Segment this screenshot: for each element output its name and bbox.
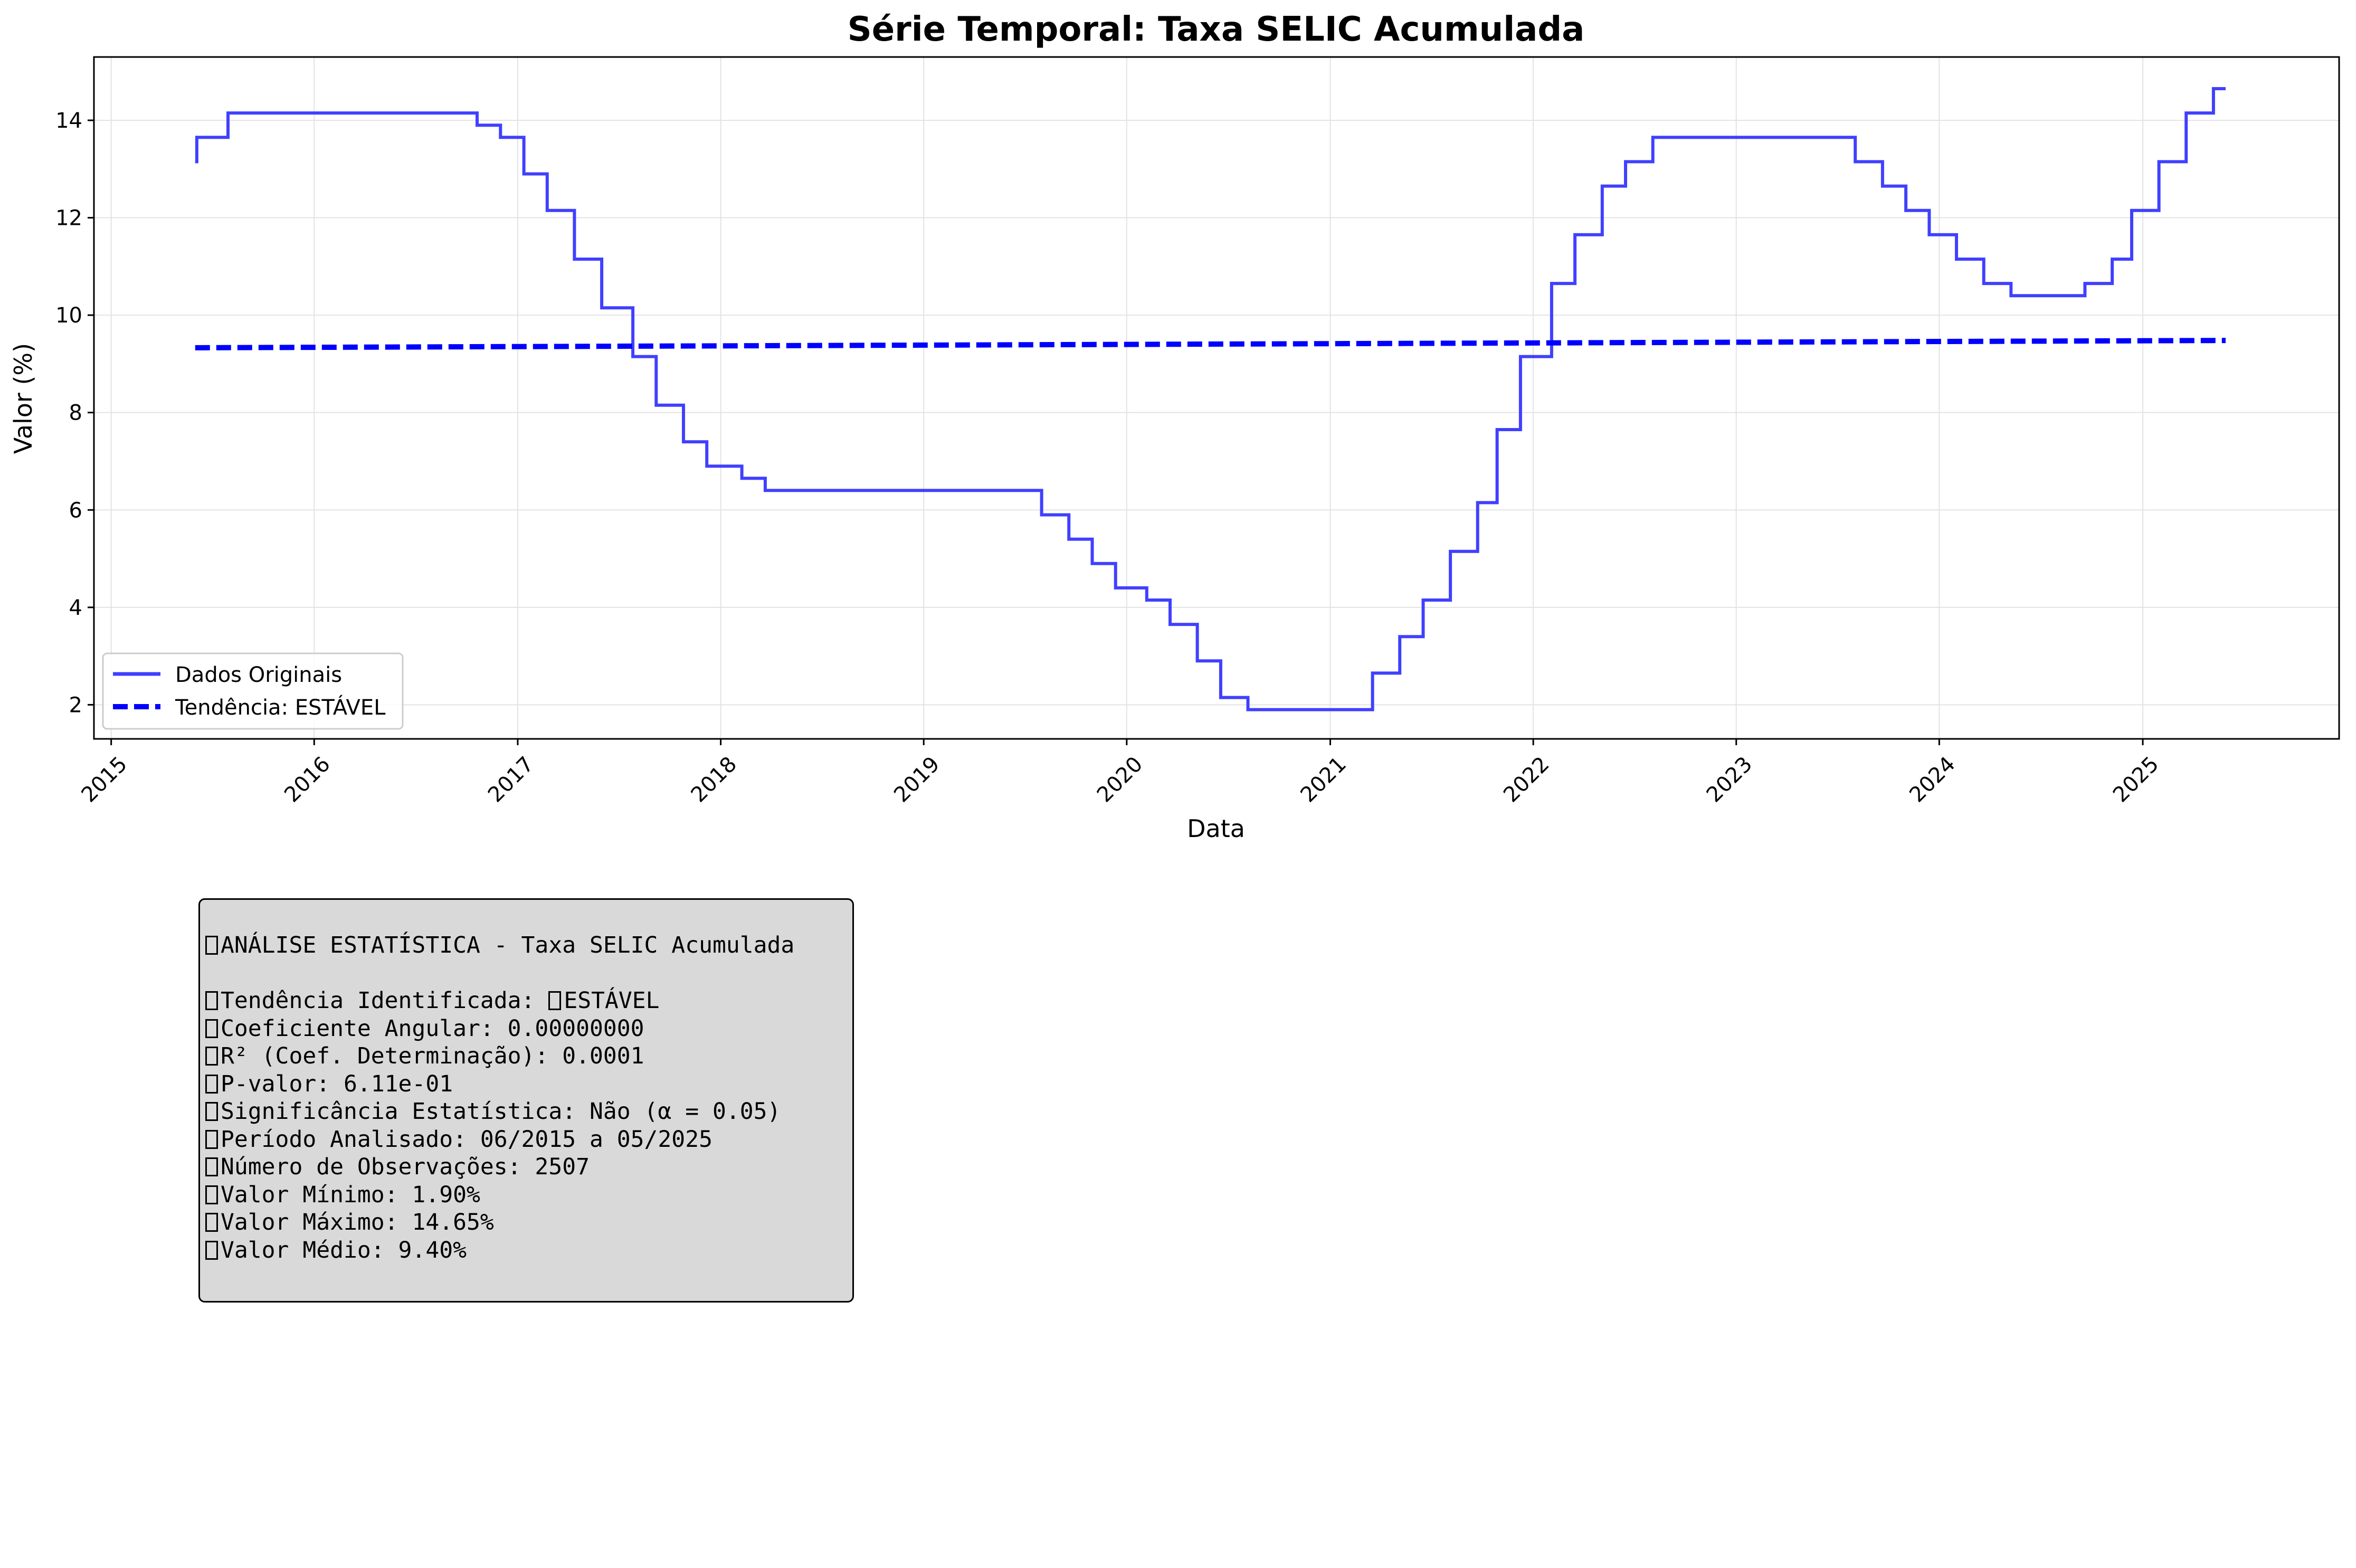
x-tick-label: 2015 (77, 752, 132, 807)
x-tick-label: 2024 (1905, 752, 1960, 807)
series-line-trend (195, 338, 2226, 350)
bullet-emoji-icon (205, 1047, 218, 1066)
statistics-line-value: ESTÁVEL (564, 987, 660, 1014)
y-tick-label: 14 (55, 109, 82, 133)
x-tick-label: 2016 (280, 752, 335, 807)
statistics-line: Valor Mínimo: 1.90% (205, 1181, 852, 1209)
bullet-emoji-icon (205, 1102, 218, 1121)
statistics-panel: ANÁLISE ESTATÍSTICA - Taxa SELIC Acumula… (198, 898, 854, 1303)
statistics-line-text: Número de Observações: 2507 (221, 1154, 590, 1180)
statistics-title-line: ANÁLISE ESTATÍSTICA - Taxa SELIC Acumula… (205, 932, 852, 959)
trend-emoji-icon (548, 991, 562, 1010)
statistics-line-text: Período Analisado: 06/2015 a 05/2025 (221, 1126, 712, 1153)
legend-frame (102, 652, 404, 730)
statistics-line-text: P-valor: 6.11e-01 (221, 1070, 453, 1097)
x-tick-label: 2022 (1499, 752, 1554, 807)
bullet-emoji-icon (205, 1019, 218, 1038)
statistics-line: Valor Médio: 9.40% (205, 1237, 852, 1265)
chart-title: Série Temporal: Taxa SELIC Acumulada (848, 10, 1585, 49)
statistics-line-text: Valor Mínimo: 1.90% (221, 1181, 480, 1208)
y-tick-label: 4 (69, 596, 82, 620)
statistics-line-text: Tendência Identificada: (221, 987, 549, 1014)
series-layer (195, 87, 2226, 711)
y-axis: 2 4 6 8 10 12 14 (55, 109, 94, 717)
bullet-emoji-icon (205, 991, 218, 1010)
y-tick-label: 8 (69, 401, 82, 425)
y-axis-label: Valor (%) (9, 343, 37, 454)
statistics-lines: Tendência Identificada: ESTÁVEL Coeficien… (205, 987, 852, 1264)
statistics-line-text: R² (Coef. Determinação): 0.0001 (221, 1043, 644, 1069)
x-axis: 2015 2016 2017 2018 2019 2020 2021 2022 2023 2024… (77, 739, 2164, 807)
statistics-line: P-valor: 6.11e-01 (205, 1070, 852, 1098)
statistics-line: Período Analisado: 06/2015 a 05/2025 (205, 1126, 852, 1154)
statistics-line: Coeficiente Angular: 0.00000000 (205, 1015, 852, 1043)
statistics-title: ANÁLISE ESTATÍSTICA - Taxa SELIC Acumula… (221, 932, 795, 958)
y-tick-label: 12 (55, 206, 82, 231)
bullet-emoji-icon (205, 1240, 218, 1260)
x-tick-label: 2019 (889, 752, 945, 807)
grid-lines (94, 57, 2339, 739)
chart-emoji-icon (205, 936, 218, 955)
x-axis-label: Data (1187, 814, 1245, 843)
series-line-original (195, 87, 2226, 711)
statistics-line: Número de Observações: 2507 (205, 1153, 852, 1181)
y-tick-label: 2 (69, 693, 82, 717)
statistics-line-text: Significância Estatística: Não (α = 0.05… (221, 1098, 781, 1125)
statistics-line-text: Valor Médio: 9.40% (221, 1237, 467, 1263)
x-tick-label: 2020 (1092, 752, 1148, 807)
statistics-line: Significância Estatística: Não (α = 0.05… (205, 1098, 852, 1126)
statistics-line: Tendência Identificada: ESTÁVEL (205, 987, 852, 1015)
legend: Dados Originais Tendência: ESTÁVEL (102, 652, 404, 730)
bullet-emoji-icon (205, 1129, 218, 1149)
legend-label-trend: Tendência: ESTÁVEL (175, 695, 386, 720)
x-tick-label: 2025 (2108, 752, 2164, 807)
bullet-emoji-icon (205, 1185, 218, 1204)
statistics-line: Valor Máximo: 14.65% (205, 1209, 852, 1237)
bullet-emoji-icon (205, 1074, 218, 1094)
bullet-emoji-icon (205, 1213, 218, 1232)
bullet-emoji-icon (205, 1157, 218, 1176)
x-tick-label: 2018 (687, 752, 742, 807)
x-tick-label: 2023 (1702, 752, 1758, 807)
x-tick-label: 2017 (483, 752, 539, 807)
y-tick-label: 6 (69, 498, 82, 522)
plot-frame (93, 56, 2340, 740)
statistics-line: R² (Coef. Determinação): 0.0001 (205, 1042, 852, 1070)
x-tick-label: 2021 (1296, 752, 1351, 807)
statistics-line-text: Coeficiente Angular: 0.00000000 (221, 1015, 644, 1042)
legend-label-original: Dados Originais (175, 663, 342, 687)
statistics-line-text: Valor Máximo: 14.65% (221, 1209, 494, 1236)
y-tick-label: 10 (55, 303, 82, 328)
